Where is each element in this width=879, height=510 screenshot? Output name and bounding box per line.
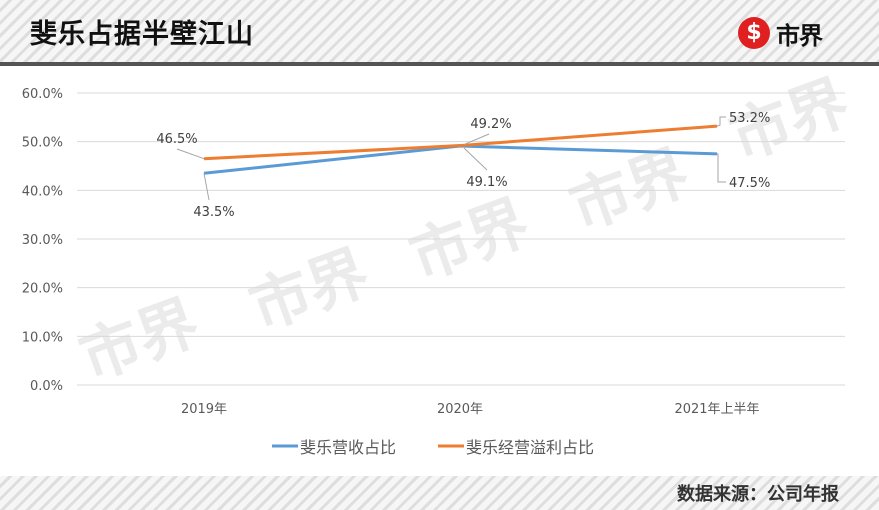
series-lines xyxy=(203,124,718,175)
leader-line xyxy=(717,153,726,183)
data-label: 47.5% xyxy=(729,176,770,191)
legend-label: 斐乐营收占比 xyxy=(300,438,396,457)
leader-line xyxy=(176,148,205,160)
y-tick-label: 20.0% xyxy=(22,282,63,297)
leader-line xyxy=(463,147,488,171)
shibiejie-s-logo-icon: $ xyxy=(738,17,770,49)
line-chart: 市界 市界 市界 市界 市界 0.0% 10.0% 20.0% 30.0% 40.0% 50.0%… xyxy=(0,66,879,476)
y-tick-label: 30.0% xyxy=(22,233,63,248)
gridlines xyxy=(77,92,845,386)
y-tick-label: 40.0% xyxy=(22,184,63,199)
x-tick-label: 2019年 xyxy=(181,402,227,417)
x-tick-label: 2021年上半年 xyxy=(674,402,759,417)
series-line xyxy=(203,124,718,161)
legend-label: 斐乐经营溢利占比 xyxy=(466,438,594,457)
footer-banner: 数据来源：公司年报 xyxy=(0,476,879,510)
y-tick-label: 60.0% xyxy=(22,87,63,102)
data-label: 53.2% xyxy=(729,111,770,126)
y-tick-label: 50.0% xyxy=(22,136,63,151)
watermark-text: 市界 xyxy=(241,237,378,344)
data-source: 数据来源：公司年报 xyxy=(677,484,839,505)
header-banner: 斐乐占据半壁江山 $ 市界 xyxy=(0,0,879,62)
leader-line xyxy=(716,116,726,127)
header-divider xyxy=(0,62,879,66)
x-axis-labels: 2019年 2020年 2021年上半年 xyxy=(181,402,760,417)
legend: 斐乐营收占比 斐乐经营溢利占比 xyxy=(272,438,594,457)
data-label: 43.5% xyxy=(193,205,234,220)
watermark-text: 市界 xyxy=(401,187,538,294)
data-labels: 46.5% 43.5% 49.2% 49.1% 53.2% 47.5% xyxy=(156,111,770,220)
data-label: 49.2% xyxy=(470,117,511,132)
watermark-text: 市界 xyxy=(71,287,208,394)
logo-text: 市界 xyxy=(776,21,823,50)
leader-line xyxy=(203,173,210,201)
y-tick-label: 0.0% xyxy=(30,379,63,394)
x-tick-label: 2020年 xyxy=(437,402,483,417)
y-tick-label: 10.0% xyxy=(22,330,63,345)
data-label: 46.5% xyxy=(156,132,197,147)
y-axis-labels: 0.0% 10.0% 20.0% 30.0% 40.0% 50.0% 60.0% xyxy=(22,87,63,394)
brand-logo: $ 市界 xyxy=(738,15,823,51)
page-title: 斐乐占据半壁江山 xyxy=(30,19,254,50)
data-label: 49.1% xyxy=(466,175,507,190)
leader-line xyxy=(463,133,490,146)
